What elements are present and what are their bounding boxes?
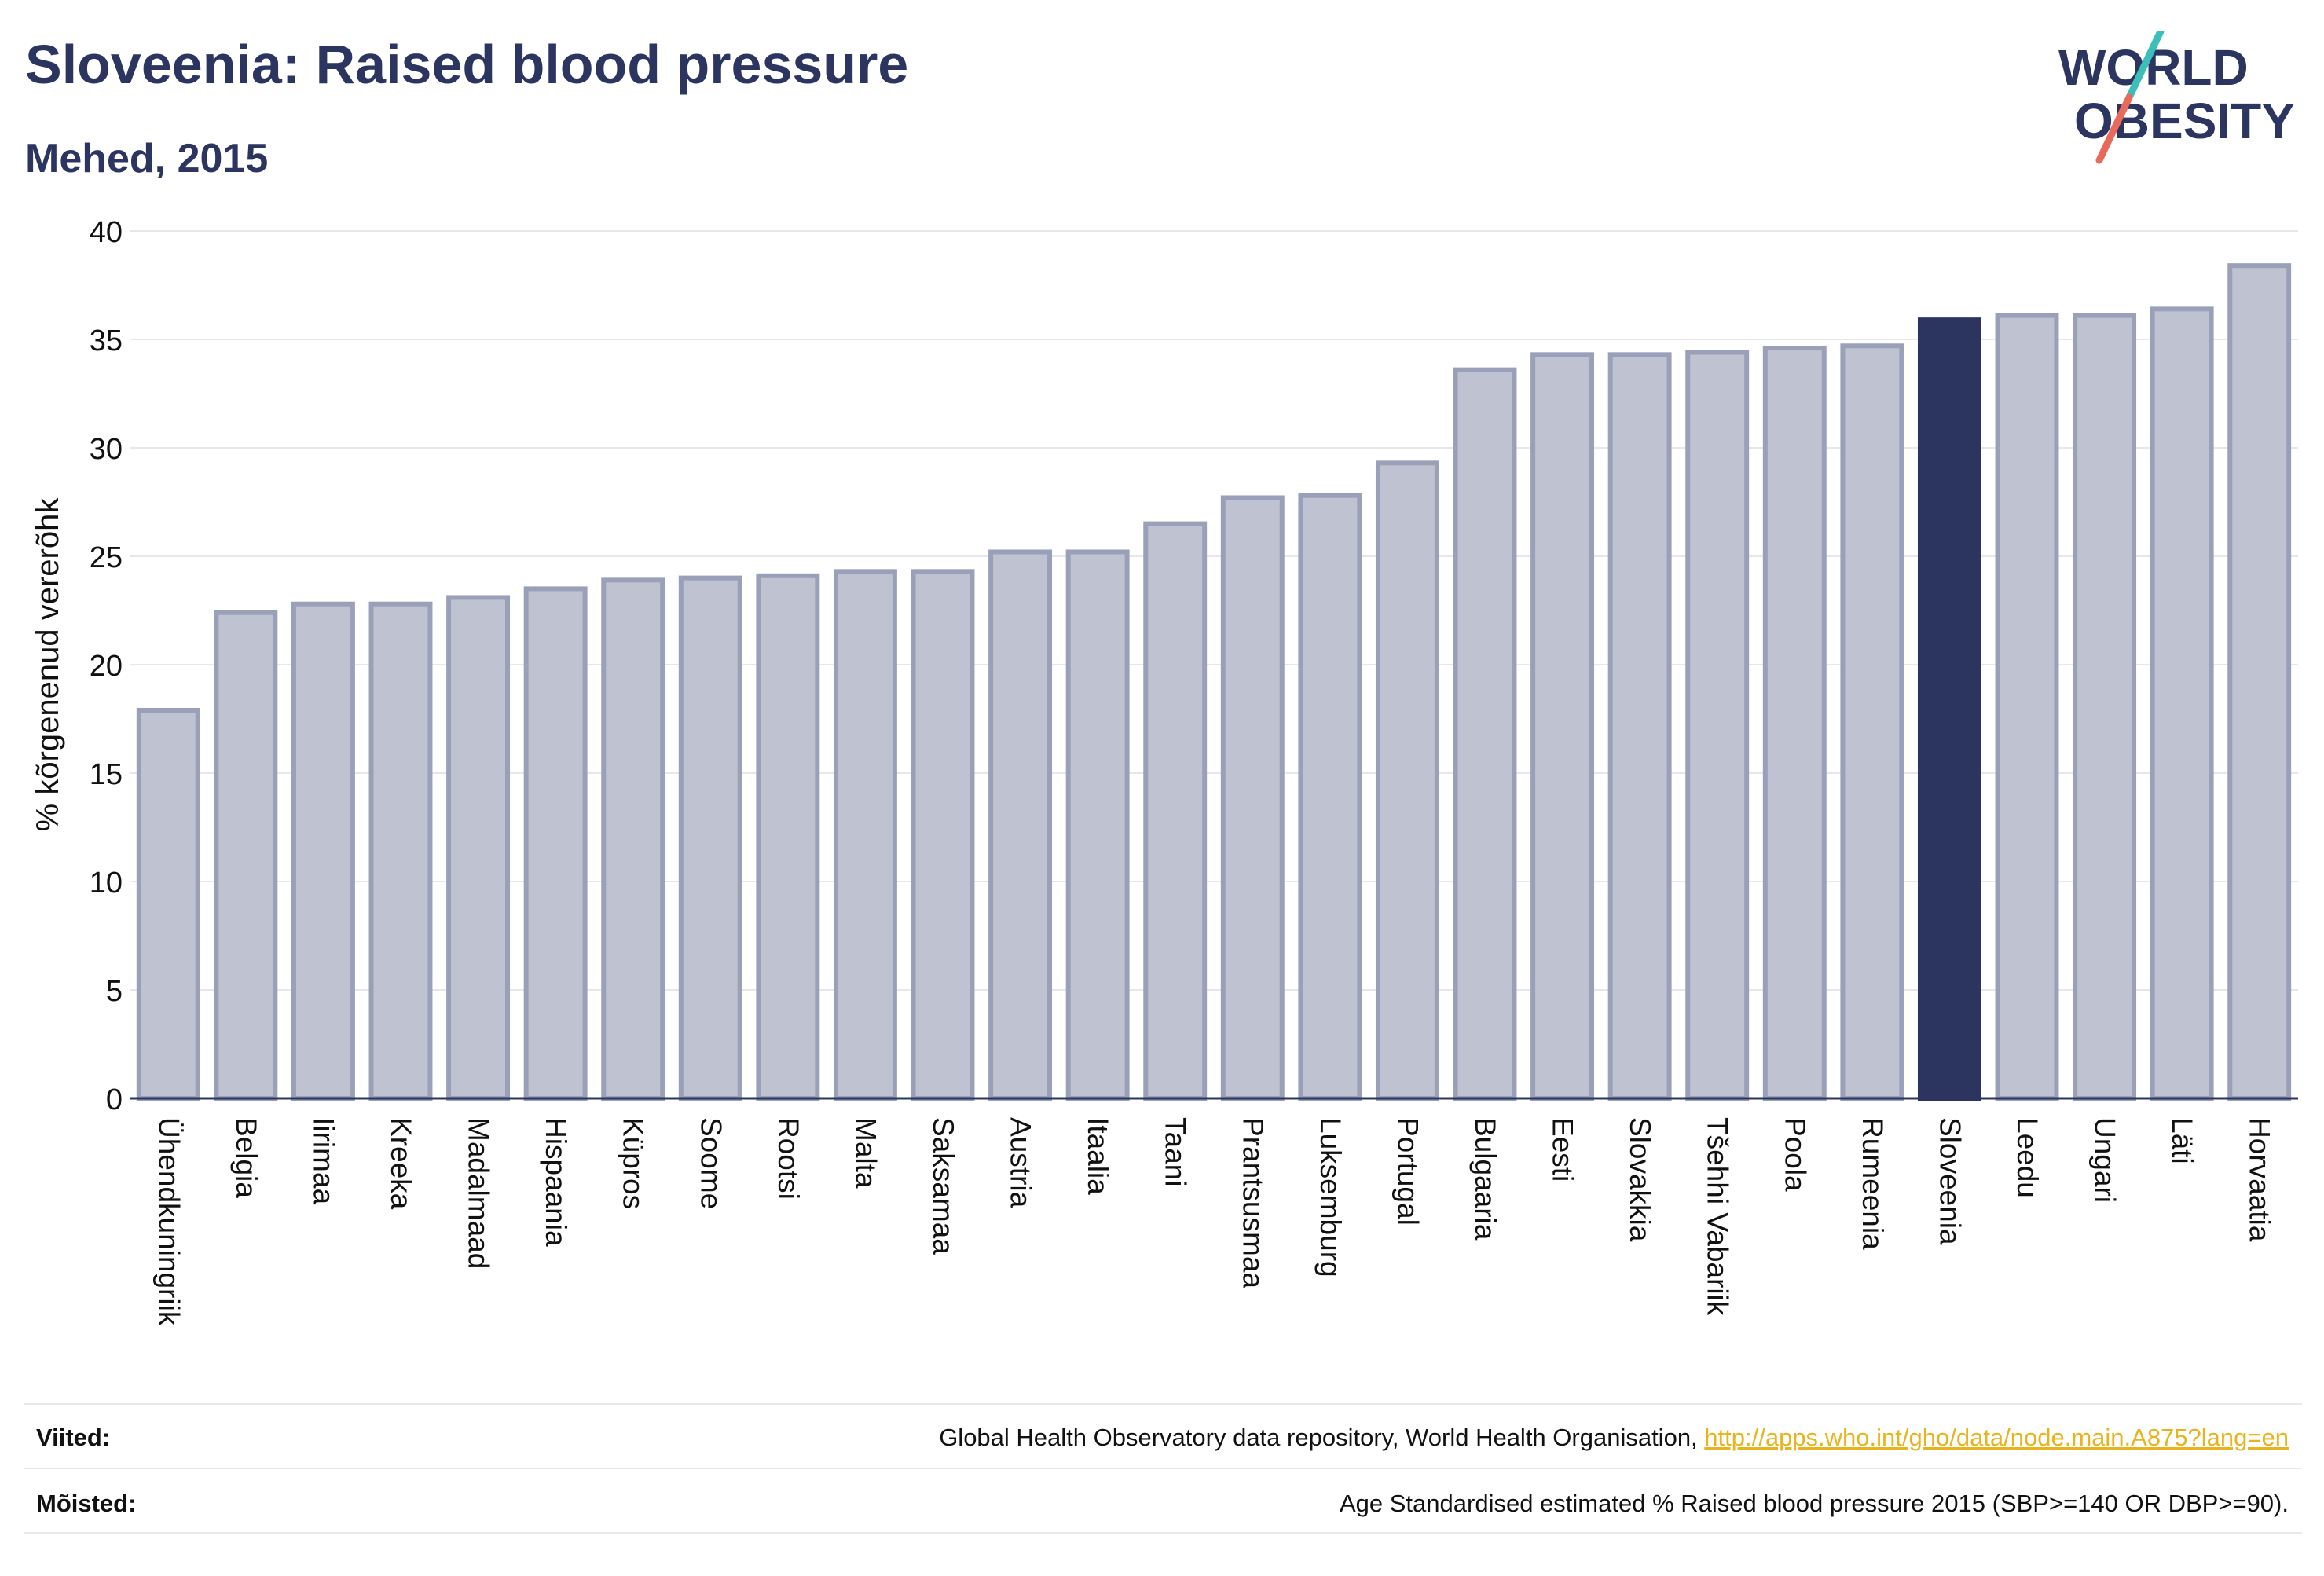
x-tick-label: Tšehhi Vabariik	[1702, 1117, 1734, 1316]
sources-label: Viited:	[36, 1424, 111, 1451]
x-tick-label: Rumeenia	[1857, 1117, 1889, 1250]
y-tick-label: 35	[90, 324, 123, 357]
bar-horvaatia	[2227, 263, 2292, 1101]
bar-madalmaad	[446, 595, 511, 1101]
x-axis-ticks: Ühendkuningriik Belgia Iirimaa Kreeka Madalm…	[152, 1117, 2275, 1326]
bar-eesti	[1530, 352, 1595, 1101]
y-tick-label: 25	[90, 541, 123, 574]
y-tick-label: 0	[106, 1083, 123, 1116]
definitions-label: Mõisted:	[36, 1490, 137, 1517]
bar-läti	[2150, 306, 2214, 1101]
bar-soome	[678, 575, 742, 1101]
x-tick-label: Poola	[1779, 1117, 1811, 1192]
bar-slovakkia	[1607, 352, 1672, 1101]
bar-chart: 0 5 10 15 20 25 30 35 40 Ühendkuningriik Belgia Ii…	[31, 216, 2298, 1326]
bar-saksamaa	[911, 569, 975, 1101]
x-tick-label: Ungari	[2089, 1117, 2121, 1203]
x-tick-label: Bulgaaria	[1469, 1117, 1501, 1241]
bar-malta	[833, 569, 897, 1101]
x-tick-label: Eesti	[1547, 1117, 1579, 1182]
bar-sloveenia	[1917, 317, 1981, 1101]
x-tick-label: Madalmaad	[463, 1117, 495, 1269]
x-tick-label: Austria	[1005, 1117, 1037, 1208]
x-tick-label: Sloveenia	[1934, 1117, 1966, 1245]
bar-taani	[1143, 521, 1208, 1101]
bar-rumeenia	[1840, 343, 1904, 1101]
x-tick-label: Portugal	[1391, 1117, 1424, 1226]
bar-portugal	[1375, 460, 1439, 1101]
bar-poola	[1762, 346, 1827, 1101]
sources-text: Global Health Observatory data repositor…	[939, 1424, 2289, 1452]
x-tick-label: Luksemburg	[1314, 1117, 1347, 1277]
footer-divider-middle	[24, 1468, 2302, 1469]
x-tick-label: Slovakkia	[1624, 1117, 1656, 1242]
definitions-text: Age Standardised estimated % Raised bloo…	[1339, 1490, 2289, 1517]
chart-title: Sloveenia: Raised blood pressure	[25, 34, 909, 95]
bar-austria	[988, 549, 1053, 1101]
y-tick-label: 10	[90, 867, 123, 900]
x-tick-label: Küpros	[618, 1117, 650, 1209]
x-tick-label: Leedu	[2011, 1117, 2044, 1198]
x-tick-label: Prantsusmaa	[1237, 1117, 1269, 1288]
footer-divider-top	[24, 1403, 2302, 1405]
bar-küpros	[601, 577, 665, 1101]
bar-ungari	[2073, 313, 2137, 1101]
bar-luksemburg	[1298, 493, 1362, 1101]
x-tick-label: Malta	[849, 1117, 882, 1189]
y-tick-label: 20	[90, 650, 123, 683]
footer-divider-bottom	[24, 1532, 2302, 1534]
bar-bulgaaria	[1453, 367, 1517, 1101]
bar-hispaania	[523, 586, 588, 1101]
bar-rootsi	[756, 573, 820, 1101]
x-tick-label: Kreeka	[385, 1117, 417, 1210]
x-tick-label: Ühendkuningriik	[152, 1117, 185, 1326]
x-tick-label: Iirimaa	[307, 1117, 339, 1204]
x-tick-label: Horvaatia	[2244, 1117, 2276, 1242]
x-tick-label: Hispaania	[540, 1117, 572, 1247]
bar-prantsusmaa	[1220, 495, 1285, 1101]
x-tick-label: Rootsi	[772, 1117, 805, 1200]
sources-link[interactable]: http://apps.who.int/gho/data/node.main.A…	[1704, 1424, 2289, 1451]
bar-iirimaa	[291, 601, 355, 1101]
bar-ühendkuningriik	[136, 707, 200, 1101]
x-tick-label: Itaalia	[1082, 1117, 1114, 1195]
x-tick-label: Belgia	[230, 1117, 262, 1198]
y-tick-label: 15	[90, 758, 123, 791]
sources-description: Global Health Observatory data repositor…	[939, 1424, 1705, 1451]
x-tick-label: Soome	[695, 1117, 727, 1209]
world-obesity-logo: WORLD OBESITY	[2058, 31, 2295, 164]
bar-kreeka	[368, 601, 433, 1101]
bar-tšehhi-vabariik	[1685, 350, 1750, 1101]
x-tick-label: Taani	[1160, 1117, 1192, 1186]
y-tick-label: 40	[90, 216, 123, 249]
y-tick-label: 30	[90, 433, 123, 466]
y-tick-label: 5	[106, 975, 123, 1008]
chart-subtitle: Mehed, 2015	[25, 136, 269, 181]
bar-belgia	[214, 610, 278, 1101]
bar-itaalia	[1065, 549, 1130, 1101]
x-tick-label: Saksamaa	[927, 1117, 959, 1255]
y-axis-ticks: 0 5 10 15 20 25 30 35 40	[90, 216, 123, 1116]
y-axis-label: % kõrgenenud vererõhk	[31, 497, 65, 832]
x-tick-label: Läti	[2166, 1117, 2198, 1164]
bars	[136, 263, 2292, 1101]
bar-leedu	[1995, 313, 2059, 1101]
